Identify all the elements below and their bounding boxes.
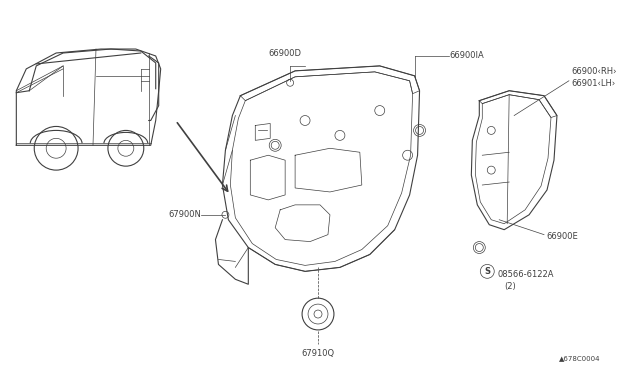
Text: ▲678C0004: ▲678C0004 [559,355,600,361]
Text: (2): (2) [504,282,516,291]
Text: 66900E: 66900E [546,232,578,241]
Text: 66900D: 66900D [269,49,301,58]
Text: 66901‹LH›: 66901‹LH› [571,79,615,88]
Text: 08566-6122A: 08566-6122A [497,270,554,279]
Text: 66900IA: 66900IA [449,51,484,61]
Text: 67900N: 67900N [169,210,202,219]
Text: 67910Q: 67910Q [301,349,335,358]
Text: S: S [484,267,490,276]
Text: 66900‹RH›: 66900‹RH› [571,67,616,76]
